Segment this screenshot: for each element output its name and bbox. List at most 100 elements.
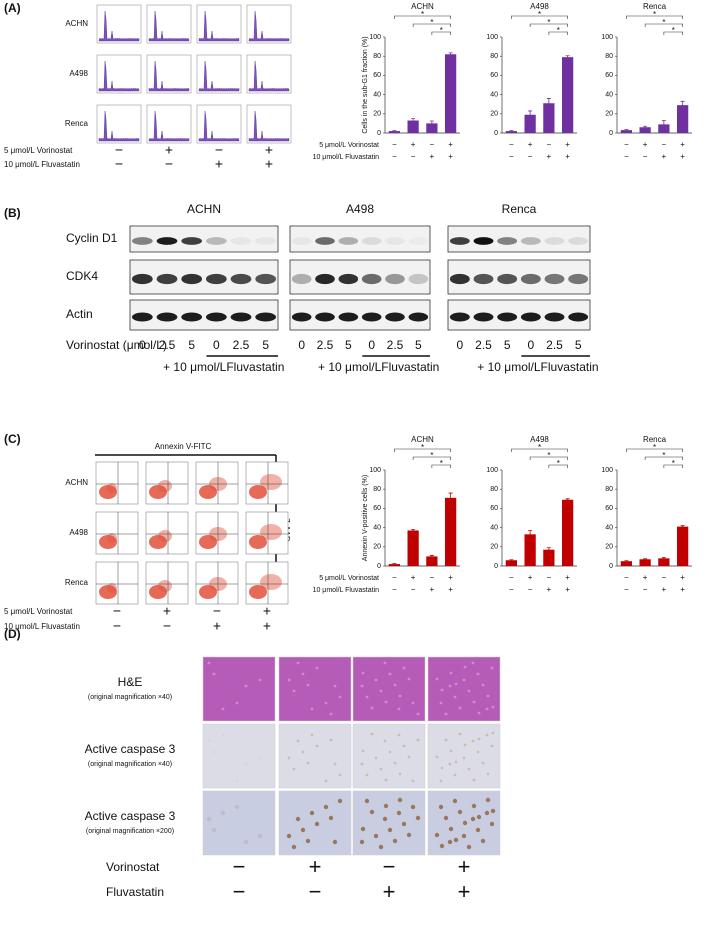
micrograph-texture	[485, 707, 489, 711]
histogram-plot	[196, 4, 242, 44]
micrograph-texture	[314, 821, 320, 827]
micrograph-texture	[360, 762, 364, 766]
histogram-trace	[98, 110, 140, 142]
significance-mark: *	[440, 26, 443, 35]
quadrant-lines	[246, 562, 288, 604]
blot-title: A498	[346, 202, 374, 216]
sign: +	[680, 585, 685, 594]
bar	[562, 57, 574, 133]
sign: −	[309, 879, 322, 904]
blot-band	[338, 312, 359, 322]
sign: −	[624, 152, 629, 161]
micrograph-texture	[324, 701, 328, 705]
histogram-plot	[146, 4, 192, 44]
micrograph-texture	[378, 844, 384, 850]
micrograph-texture	[286, 833, 292, 839]
micrograph-texture	[310, 733, 314, 737]
quadrant-lines	[196, 512, 238, 554]
micrograph-texture	[235, 701, 239, 705]
histogram-plot	[96, 4, 142, 44]
significance-bracket	[412, 456, 451, 460]
micrograph-texture	[374, 756, 378, 760]
quadrant-lines	[196, 462, 238, 504]
micrograph-texture	[453, 837, 459, 843]
micrograph	[202, 723, 276, 789]
row-label: Renca	[65, 578, 89, 587]
micrograph-texture	[477, 737, 481, 741]
error-bar	[661, 120, 666, 129]
significance-mark: *	[440, 459, 443, 468]
micrograph-texture	[398, 772, 402, 776]
error-bar	[528, 530, 533, 539]
micrograph-texture	[206, 816, 212, 822]
significance-bracket	[663, 464, 683, 468]
y-tick-label: 80	[605, 53, 613, 60]
sign: +	[430, 585, 435, 594]
micrograph-texture	[301, 750, 305, 754]
micrograph-texture	[470, 816, 476, 822]
micrograph-texture	[491, 731, 495, 735]
micrograph-texture	[212, 750, 216, 754]
dose: 5	[188, 338, 195, 352]
micrograph	[202, 656, 276, 722]
dose: 2.5	[546, 338, 563, 352]
sign: +	[458, 879, 471, 904]
sign: +	[411, 573, 416, 582]
sign: +	[643, 140, 648, 149]
blot-band	[156, 312, 178, 322]
blot-band	[497, 273, 518, 285]
sign: −	[165, 156, 173, 172]
micrograph-texture	[448, 762, 452, 766]
flow-cloud	[107, 583, 117, 593]
blot-band	[205, 273, 227, 285]
bar	[677, 526, 689, 566]
image-row-note: (original magnification ×40)	[88, 694, 172, 701]
micrograph-texture	[309, 810, 315, 816]
quadrant-lines	[196, 562, 238, 604]
micrograph-texture	[300, 827, 306, 833]
micrograph-texture	[480, 838, 486, 844]
sign: −	[509, 152, 514, 161]
micrograph-texture	[296, 739, 300, 743]
error-bar	[661, 556, 666, 560]
dose: 2.5	[387, 338, 404, 352]
quadrant-lines	[96, 562, 138, 604]
micrograph-texture	[475, 827, 481, 833]
significance-mark: *	[547, 18, 550, 27]
blot-band	[181, 237, 203, 245]
flow-cloud	[99, 535, 117, 549]
micrograph-texture	[485, 733, 489, 737]
bar	[658, 558, 670, 566]
flow-cloud	[158, 480, 172, 492]
micrograph-texture	[434, 832, 440, 838]
micrograph-texture	[384, 778, 388, 782]
micrograph-texture	[244, 762, 248, 766]
sign: −	[509, 573, 514, 582]
panel-label: (B)	[4, 206, 21, 220]
bar	[562, 499, 574, 566]
micrograph-texture	[287, 756, 291, 760]
bar	[505, 560, 517, 566]
sign: −	[411, 585, 416, 594]
sign: −	[547, 573, 552, 582]
micrograph-texture	[481, 683, 485, 687]
sign: +	[213, 618, 221, 634]
sign: +	[680, 573, 685, 582]
quadrant-lines	[146, 512, 188, 554]
combination-label: + 10 μmol/LFluvastatin	[163, 360, 284, 374]
sign: +	[309, 854, 322, 879]
y-tick-label: 60	[490, 505, 498, 512]
micrograph-texture	[463, 665, 467, 669]
micrograph-texture	[370, 706, 374, 710]
blot-band	[520, 237, 541, 245]
error-bar	[429, 120, 434, 126]
significance-bracket	[394, 15, 451, 19]
histogram-trace	[198, 110, 240, 142]
sign: +	[680, 152, 685, 161]
bar	[426, 123, 438, 133]
blot-band	[205, 312, 227, 322]
y-tick-label: 60	[373, 72, 381, 79]
histogram-trace	[198, 10, 240, 42]
chart-title: A498	[530, 435, 549, 444]
sign: −	[113, 603, 121, 619]
